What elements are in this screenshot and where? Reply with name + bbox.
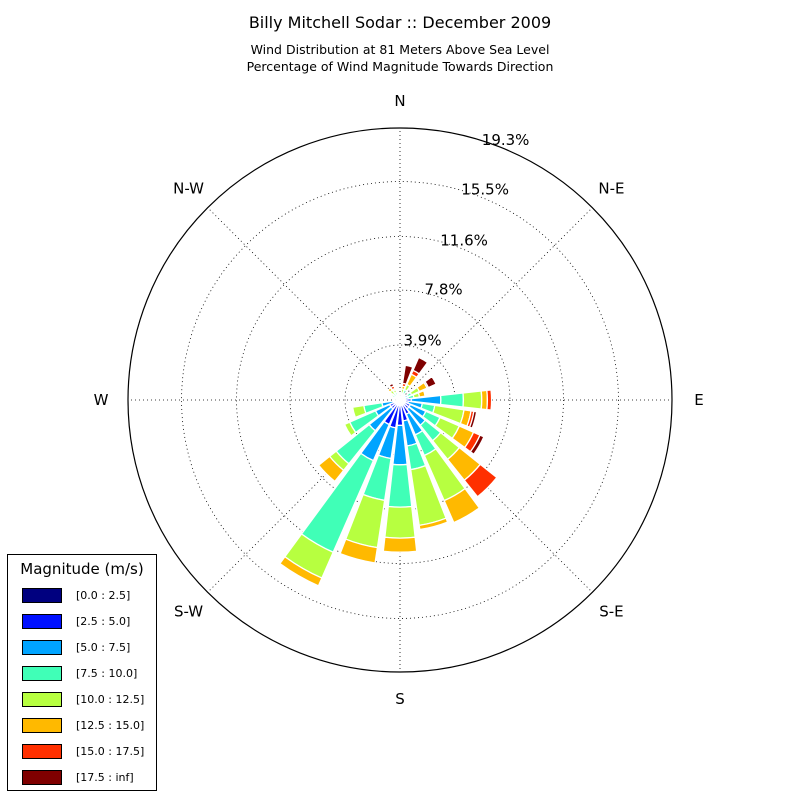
polar-frame bbox=[127, 127, 673, 673]
legend-swatch bbox=[22, 744, 62, 759]
wind-bar-dir345-bin3 bbox=[397, 393, 401, 397]
wind-bar-dir15-bin7 bbox=[401, 364, 414, 386]
legend-swatch bbox=[22, 614, 62, 629]
wind-bar-dir90-bin5 bbox=[480, 389, 489, 411]
angular-gridline bbox=[399, 399, 593, 593]
legend-swatch bbox=[22, 640, 62, 655]
radial-tick-label: 19.3% bbox=[482, 131, 530, 149]
direction-label-w: W bbox=[94, 391, 109, 409]
polar-labels: N N-E E S-E S S-W W N-W 3.9% 7.8% 11.6% 15.5% 19.3% bbox=[94, 92, 704, 708]
legend-swatch bbox=[22, 770, 62, 785]
wind-bar-dir90-bin6 bbox=[486, 389, 493, 411]
wind-bar-dir60-bin7 bbox=[424, 375, 437, 389]
wind-bar-dir210-bin5 bbox=[278, 555, 323, 587]
angular-gridline bbox=[399, 207, 593, 401]
wind-bar-dir330-bin7 bbox=[388, 382, 395, 389]
direction-label-se: S-E bbox=[599, 602, 623, 620]
wind-bar-dir195-bin5 bbox=[339, 538, 379, 564]
direction-label-ne: N-E bbox=[598, 180, 624, 198]
wind-bars bbox=[278, 356, 498, 587]
legend-label: [5.0 : 7.5] bbox=[76, 641, 131, 654]
direction-label-sw: S-W bbox=[174, 602, 203, 620]
wind-bar-dir180-bin3 bbox=[387, 463, 413, 508]
legend-label: [2.5 : 5.0] bbox=[76, 615, 131, 628]
wind-bar-dir240-bin4 bbox=[343, 421, 357, 437]
legend-label: [17.5 : inf] bbox=[76, 771, 134, 784]
chart-title: Billy Mitchell Sodar :: December 2009 bbox=[249, 13, 551, 32]
wind-bar-dir120-bin7 bbox=[469, 434, 485, 456]
legend-title: Magnitude (m/s) bbox=[20, 560, 144, 578]
legend-label: [0.0 : 2.5] bbox=[76, 589, 131, 602]
chart-subtitle-line2: Percentage of Wind Magnitude Towards Dir… bbox=[247, 59, 554, 74]
direction-label-n: N bbox=[394, 92, 405, 110]
wind-bar-dir90-bin3 bbox=[439, 392, 465, 408]
wind-bar-dir180-bin4 bbox=[384, 505, 416, 539]
radial-gridline bbox=[236, 236, 564, 564]
angular-gridline bbox=[207, 207, 401, 401]
legend-label: [15.0 : 17.5] bbox=[76, 745, 145, 758]
wind-bar-dir255-bin4 bbox=[351, 404, 367, 419]
radial-tick-label: 15.5% bbox=[461, 180, 509, 198]
wind-bar-dir75-bin5 bbox=[417, 389, 426, 398]
chart-subtitle-line1: Wind Distribution at 81 Meters Above Sea… bbox=[251, 42, 550, 57]
radial-tick-label: 11.6% bbox=[440, 231, 488, 249]
radial-tick-label: 3.9% bbox=[404, 332, 442, 350]
wind-bar-dir135-bin6 bbox=[463, 463, 498, 498]
legend-swatch bbox=[22, 666, 62, 681]
legend-swatch bbox=[22, 588, 62, 603]
legend: Magnitude (m/s) [0.0 : 2.5] [2.5 : 5.0] [5… bbox=[7, 554, 157, 791]
wind-bar-dir90-bin4 bbox=[462, 390, 483, 410]
direction-label-e: E bbox=[694, 391, 703, 409]
radial-tick-label: 7.8% bbox=[425, 281, 463, 299]
legend-swatch bbox=[22, 718, 62, 733]
legend-label: [12.5 : 15.0] bbox=[76, 719, 145, 732]
legend-label: [7.5 : 10.0] bbox=[76, 667, 138, 680]
wind-bar-dir225-bin5 bbox=[317, 455, 345, 483]
direction-label-s: S bbox=[395, 690, 405, 708]
wind-bar-dir105-bin7 bbox=[468, 410, 478, 429]
direction-label-nw: N-W bbox=[173, 180, 204, 198]
radial-gridline bbox=[181, 181, 619, 619]
wind-bar-dir150-bin5 bbox=[443, 487, 481, 524]
legend-label: [10.0 : 12.5] bbox=[76, 693, 145, 706]
wind-bar-dir180-bin5 bbox=[382, 536, 418, 553]
legend-swatch bbox=[22, 692, 62, 707]
wind-bar-dir165-bin5 bbox=[418, 517, 449, 531]
angular-gridline bbox=[207, 399, 401, 593]
wind-bar-dir30-bin7 bbox=[412, 356, 429, 375]
